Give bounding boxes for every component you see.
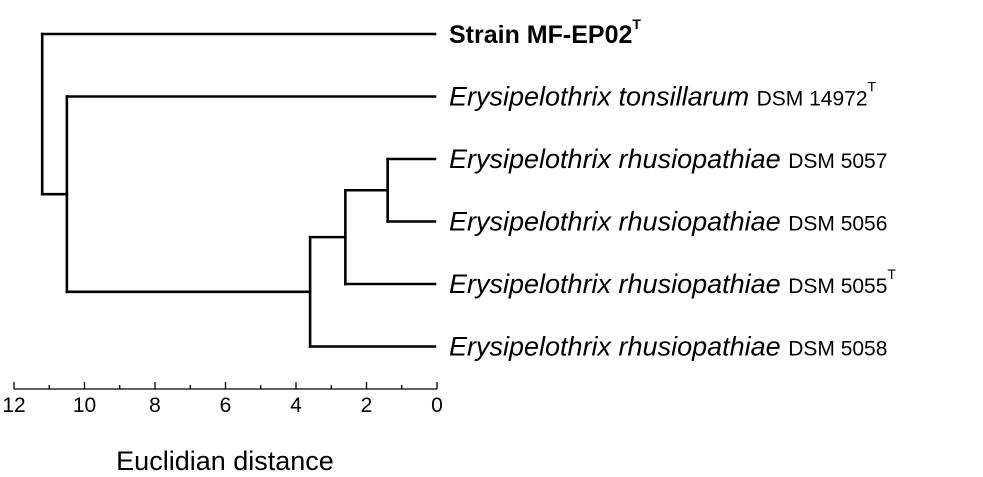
leaf-strain: Strain MF-EP02: [449, 21, 632, 49]
tick-label: 8: [149, 394, 161, 417]
leaf-strain: DSM 5056: [788, 213, 887, 236]
leaf-species: Erysipelothrix rhusiopathiae: [449, 332, 788, 362]
leaf-label-3: Erysipelothrix rhusiopathiae DSM 5056: [449, 207, 887, 237]
leaf-species: Erysipelothrix tonsillarum: [449, 82, 757, 112]
tick-label: 12: [2, 394, 25, 417]
tree-branches: [40, 32, 437, 348]
leaf-label-4: Erysipelothrix rhusiopathiae DSM 5055T: [449, 266, 896, 299]
leaf-superscript: T: [887, 266, 896, 282]
leaf-superscript: T: [632, 16, 641, 32]
leaf-strain: DSM 5058: [788, 338, 887, 361]
tick-label: 10: [73, 394, 96, 417]
leaf-strain: DSM 5057: [788, 150, 887, 173]
leaf-species: Erysipelothrix rhusiopathiae: [449, 144, 788, 174]
axis-title: Euclidian distance: [116, 446, 334, 476]
leaf-label-1: Erysipelothrix tonsillarum DSM 14972T: [449, 79, 877, 112]
leaf-label-2: Erysipelothrix rhusiopathiae DSM 5057: [449, 144, 887, 174]
leaf-species: Erysipelothrix rhusiopathiae: [449, 269, 788, 299]
axis-ticks: 12 10 8 6 4 2 0: [2, 382, 443, 417]
leaf-strain: DSM 14972: [757, 88, 868, 111]
tick-label: 4: [290, 394, 302, 417]
tick-label: 6: [220, 394, 232, 417]
leaf-strain: DSM 5055: [788, 275, 887, 298]
leaf-superscript: T: [868, 79, 877, 95]
tick-label: 2: [361, 394, 373, 417]
leaf-label-5: Erysipelothrix rhusiopathiae DSM 5058: [449, 332, 887, 362]
leaf-label-0: Strain MF-EP02T: [449, 16, 641, 49]
leaf-species: Erysipelothrix rhusiopathiae: [449, 207, 788, 237]
distance-axis: 12 10 8 6 4 2 0: [2, 382, 443, 417]
tick-label: 0: [431, 394, 443, 417]
